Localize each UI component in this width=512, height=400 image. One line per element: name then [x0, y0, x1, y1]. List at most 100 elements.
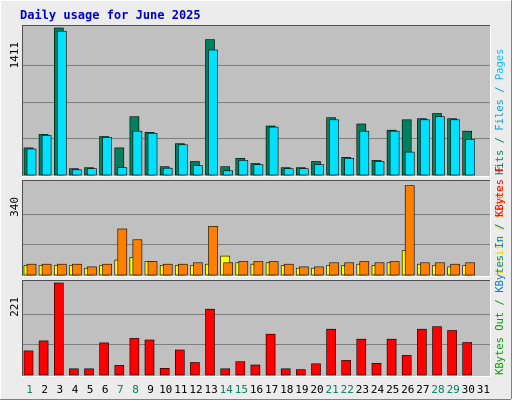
- legend-separator: /: [494, 218, 506, 237]
- bar-files-day-5: [87, 168, 97, 176]
- bar-kbytes-f-day-1: [23, 350, 34, 376]
- legend-kbytes: KBytes: [494, 255, 506, 293]
- bar-kbytes-f-day-12: [190, 362, 200, 376]
- legend-separator: /: [494, 293, 506, 312]
- legend-files: Files: [494, 99, 506, 131]
- bar-sites-day-9: [147, 261, 158, 276]
- bar-kbytes-f-day-13: [205, 308, 215, 376]
- bar-files-day-26: [404, 151, 415, 176]
- bar-kbytes-f-day-9: [144, 339, 155, 376]
- bar-sites-day-11: [178, 263, 188, 276]
- bar-files-day-28: [435, 116, 445, 176]
- bar-files-day-13: [208, 49, 218, 176]
- bar-sites-day-25: [389, 261, 400, 276]
- bar-sites-day-20: [314, 266, 324, 276]
- bar-files-day-3: [56, 30, 67, 176]
- day-label-6: 6: [102, 383, 109, 396]
- legend-kbytes: KBytes: [494, 179, 506, 217]
- bar-files-day-10: [162, 167, 173, 176]
- bar-files-day-15: [238, 160, 249, 176]
- bar-kbytes-f-day-16: [250, 364, 261, 376]
- bar-kbytes-f-day-14: [220, 368, 230, 376]
- day-label-3: 3: [56, 383, 63, 396]
- bar-files-day-16: [253, 164, 264, 176]
- bar-kbytes-f-day-2: [38, 340, 49, 376]
- day-label-21: 21: [325, 383, 338, 396]
- day-label-9: 9: [147, 383, 154, 396]
- legend-visits: Visits: [494, 237, 506, 275]
- legend-separator: /: [494, 131, 506, 150]
- legend-sites: Sites: [494, 186, 506, 218]
- bar-files-day-1: [26, 148, 37, 176]
- bar-files-day-6: [102, 137, 112, 176]
- bar-sites-day-23: [359, 261, 370, 276]
- bar-files-day-21: [329, 119, 339, 176]
- day-label-7: 7: [117, 383, 124, 396]
- bar-sites-day-26: [404, 185, 415, 276]
- bar-sites-day-4: [72, 263, 82, 276]
- bar-files-day-2: [41, 135, 52, 176]
- day-label-20: 20: [310, 383, 323, 396]
- bar-kbytes-f-day-20: [311, 363, 321, 376]
- day-label-25: 25: [386, 383, 399, 396]
- panel-2: 340 Visits / Sites: [8, 180, 506, 277]
- day-label-23: 23: [356, 383, 369, 396]
- bar-files-day-18: [283, 168, 294, 176]
- legend: Hits / Files / Pages: [494, 49, 506, 175]
- bar-kbytes-f-day-23: [356, 338, 367, 376]
- bar-kbytes-f-day-5: [84, 368, 94, 376]
- bar-files-day-25: [389, 130, 400, 176]
- chart-title: Daily usage for June 2025: [20, 8, 201, 22]
- panel-3: 221 KBytes Out / KBytes In / KBytes F: [8, 166, 506, 377]
- bar-files-day-30: [465, 139, 476, 176]
- bar-sites-day-13: [208, 226, 218, 276]
- day-label-29: 29: [447, 383, 460, 396]
- day-label-5: 5: [87, 383, 94, 396]
- bar-kbytes-f-day-28: [432, 326, 442, 376]
- day-label-28: 28: [431, 383, 444, 396]
- bar-kbytes-f-day-4: [69, 368, 79, 376]
- day-label-31: 31: [477, 383, 490, 396]
- day-label-18: 18: [280, 383, 293, 396]
- bar-kbytes-f-day-24: [371, 362, 382, 376]
- bar-kbytes-f-day-10: [159, 367, 170, 376]
- day-label-27: 27: [416, 383, 429, 396]
- legend-in: In: [494, 236, 506, 255]
- day-label-19: 19: [295, 383, 308, 396]
- bar-kbytes-f-day-19: [295, 369, 306, 376]
- day-label-17: 17: [265, 383, 278, 396]
- bar-sites-day-10: [162, 263, 173, 276]
- day-label-8: 8: [132, 383, 139, 396]
- legend-kbytes: KBytes: [494, 337, 506, 375]
- bar-files-day-20: [314, 164, 324, 176]
- bar-sites-day-30: [465, 262, 476, 276]
- day-label-30: 30: [462, 383, 475, 396]
- bar-sites-day-22: [344, 262, 355, 276]
- y-max-label: 1411: [8, 42, 21, 69]
- legend-out: Out: [494, 312, 506, 337]
- bar-sites-day-18: [283, 263, 294, 276]
- day-label-2: 2: [41, 383, 48, 396]
- bar-files-day-11: [178, 144, 188, 176]
- chart-panels: 1411 Hits / Files / Pages 340 Visits / Site…: [8, 25, 506, 377]
- bar-sites-day-8: [132, 239, 143, 276]
- bar-files-day-24: [374, 161, 385, 176]
- day-label-4: 4: [72, 383, 79, 396]
- bar-sites-day-27: [420, 262, 430, 276]
- bar-sites-day-17: [268, 261, 279, 276]
- bar-sites-day-12: [193, 262, 203, 276]
- day-label-13: 13: [204, 383, 217, 396]
- day-label-24: 24: [371, 383, 385, 396]
- bar-sites-day-14: [223, 262, 233, 276]
- day-label-14: 14: [220, 383, 234, 396]
- day-label-26: 26: [401, 383, 414, 396]
- legend: Visits / Sites: [494, 186, 506, 275]
- y-max-label: 340: [8, 197, 21, 217]
- bar-kbytes-f-day-11: [175, 349, 185, 376]
- legend-f: F: [494, 166, 506, 179]
- bar-files-day-27: [420, 119, 430, 176]
- bar-files-day-17: [268, 126, 279, 176]
- bar-sites-day-28: [435, 262, 445, 276]
- bar-kbytes-f-day-26: [401, 355, 412, 376]
